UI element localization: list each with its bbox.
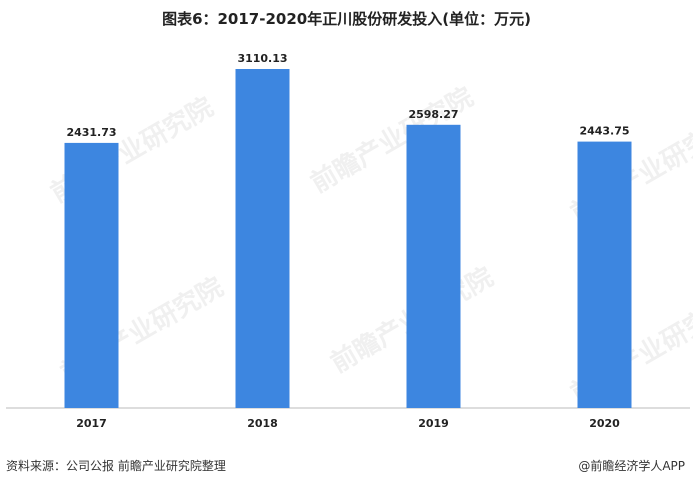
- credit-note: @前瞻经济学人APP: [578, 459, 685, 473]
- bar-2020: [577, 141, 632, 408]
- data-label-2020: 2443.75: [579, 125, 629, 138]
- bar-2018: [235, 69, 290, 408]
- data-label-2017: 2431.73: [66, 126, 116, 139]
- data-label-2018: 3110.13: [237, 52, 287, 65]
- chart-title: 图表6：2017-2020年正川股份研发投入(单位：万元): [162, 10, 531, 28]
- x-tick-label-2020: 2020: [589, 417, 620, 430]
- bar-2019: [406, 124, 461, 409]
- x-tick-label-2018: 2018: [247, 417, 278, 430]
- bar-2017: [64, 142, 119, 408]
- source-note: 资料来源：公司公报 前瞻产业研究院整理: [6, 459, 226, 473]
- x-tick-label-2017: 2017: [76, 417, 107, 430]
- data-label-2019: 2598.27: [408, 108, 458, 121]
- x-tick-label-2019: 2019: [418, 417, 449, 430]
